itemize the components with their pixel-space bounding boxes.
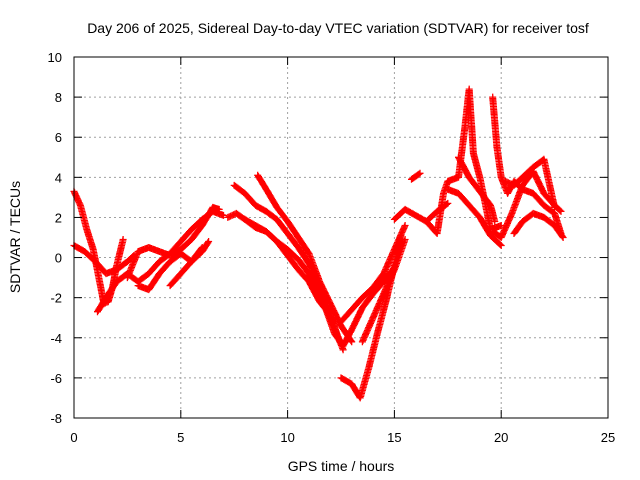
satellite-track-14-markers xyxy=(358,236,409,346)
x-tick-label: 10 xyxy=(280,430,294,445)
satellite-track-4 xyxy=(123,203,223,282)
satellite-track-6-markers xyxy=(166,238,213,290)
y-tick-label: -8 xyxy=(50,411,62,426)
satellite-track-19-markers xyxy=(455,153,499,225)
satellite-track-17-markers xyxy=(422,85,505,237)
data-points xyxy=(70,85,567,402)
satellite-track-3-markers xyxy=(94,207,227,316)
satellite-track-13 xyxy=(337,222,409,326)
satellite-track-6 xyxy=(166,238,213,290)
y-tick-label: 8 xyxy=(55,90,62,105)
axis-ticks: -8 -6 -4 -2 0 2 4 6 8 10 0 5 10 15 20 25 xyxy=(48,50,616,445)
y-tick-label: 6 xyxy=(55,130,62,145)
y-tick-label: 4 xyxy=(55,170,62,185)
x-tick-label: 15 xyxy=(387,430,401,445)
plot-area-frame xyxy=(73,56,609,419)
y-tick-label: -2 xyxy=(50,291,62,306)
satellite-track-19 xyxy=(455,153,499,225)
satellite-track-23-markers xyxy=(510,209,567,241)
satellite-track-10 xyxy=(254,171,356,346)
x-axis-label: GPS time / hours xyxy=(288,458,395,474)
y-tick-label: 2 xyxy=(55,210,62,225)
y-tick-label: -4 xyxy=(50,331,62,346)
satellite-track-22-markers xyxy=(502,155,559,211)
satellite-track-11-markers xyxy=(322,264,398,350)
satellite-track-9-markers xyxy=(224,209,330,314)
satellite-track-10-markers xyxy=(254,171,356,346)
satellite-track-17 xyxy=(422,85,505,237)
satellite-track-22 xyxy=(502,155,559,211)
satellite-track-16-markers xyxy=(408,169,424,183)
satellite-track-18 xyxy=(444,185,505,249)
x-tick-label: 20 xyxy=(494,430,508,445)
satellite-track-21-markers xyxy=(489,167,565,241)
satellite-track-4-markers xyxy=(123,203,223,282)
y-axis-label: SDTVAR / TECUs xyxy=(7,181,23,293)
satellite-track-9 xyxy=(224,209,330,314)
y-tick-label: -6 xyxy=(50,371,62,386)
satellite-track-23 xyxy=(510,209,567,241)
satellite-track-14 xyxy=(358,236,409,346)
chart-title: Day 206 of 2025, Sidereal Day-to-day VTE… xyxy=(87,20,589,36)
x-tick-label: 5 xyxy=(177,430,184,445)
y-tick-label: 0 xyxy=(55,251,62,266)
satellite-track-13-markers xyxy=(337,222,409,326)
gridlines xyxy=(74,57,608,418)
satellite-track-16 xyxy=(408,169,424,183)
satellite-track-11 xyxy=(322,264,398,350)
x-tick-label: 0 xyxy=(70,430,77,445)
x-tick-label: 25 xyxy=(601,430,615,445)
satellite-track-18-markers xyxy=(444,185,505,249)
satellite-track-3 xyxy=(94,207,227,316)
y-tick-label: 10 xyxy=(48,50,62,65)
satellite-track-21 xyxy=(489,167,565,241)
